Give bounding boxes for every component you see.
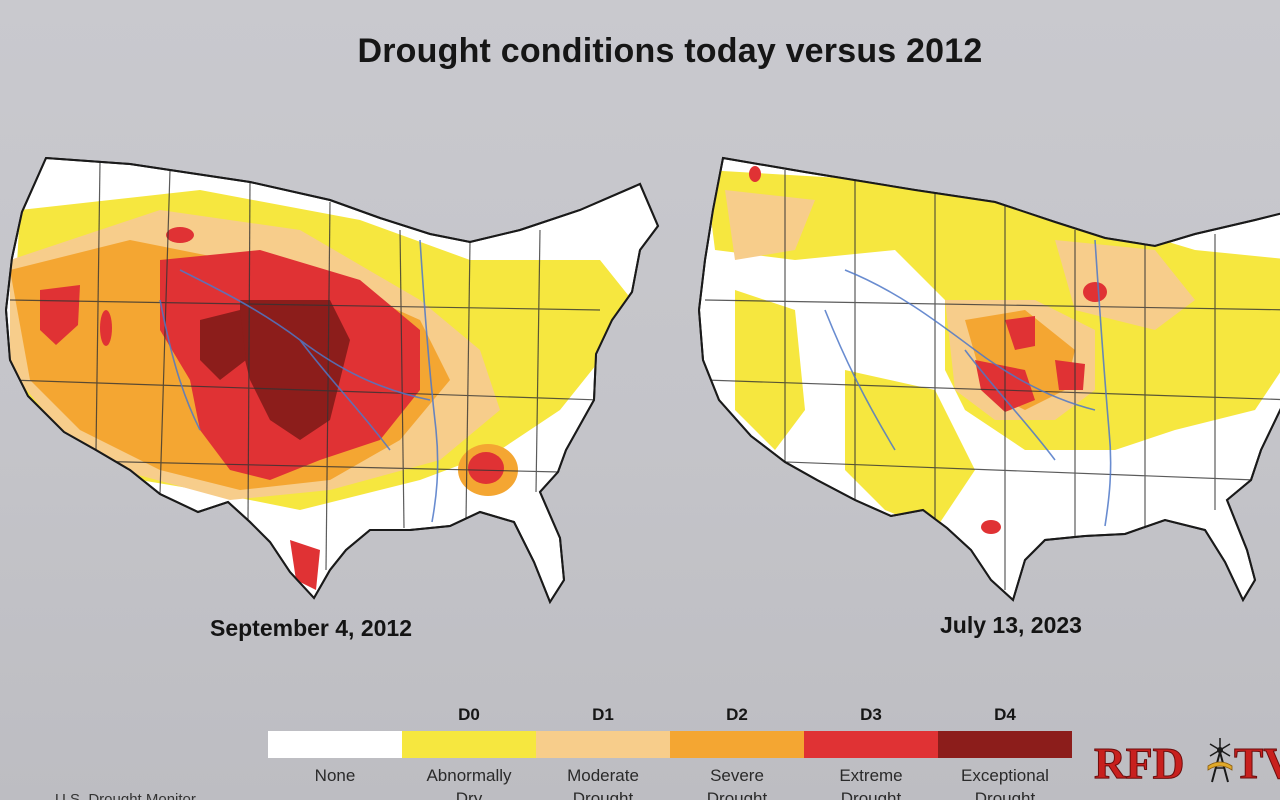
legend-label-d4: Exceptional Drought (938, 764, 1072, 800)
legend-label-d3-line1: Extreme (839, 766, 903, 785)
legend-label-d2-line1: Severe (710, 766, 764, 785)
legend-swatch-d2 (670, 731, 804, 758)
logo-text-left: RFD (1094, 739, 1184, 786)
legend-label-d1-line2: Drought (572, 789, 634, 800)
drought-map-2012 (4, 156, 660, 605)
source-note: U.S. Drought Monitor (55, 791, 196, 800)
legend-swatch-none (268, 731, 402, 758)
legend-code-d1: D1 (592, 705, 614, 724)
legend-swatch-d4 (938, 731, 1072, 758)
legend-label-d3: Extreme Drought (804, 764, 938, 800)
legend-label-none-line1: None (314, 766, 356, 785)
drought-map-2023 (697, 156, 1280, 603)
legend-swatch-d0 (402, 731, 536, 758)
rfdtv-logo: RFD TV (1094, 738, 1280, 786)
legend-label-d4-line2: Drought (974, 789, 1036, 800)
legend-label-d0: Abnormally Dry (402, 764, 536, 800)
map-caption-2012: September 4, 2012 (210, 615, 413, 641)
logo-text-right: TV (1234, 739, 1280, 786)
legend-swatch-d1 (536, 731, 670, 758)
drought-legend: D0 D1 D2 D3 D4 None Abnormally Dry Moder… (268, 700, 1074, 800)
legend-label-d2: Severe Drought (670, 764, 804, 800)
legend-label-d1-line1: Moderate (567, 766, 639, 785)
legend-code-d2: D2 (726, 705, 748, 724)
legend-label-d4-line1: Exceptional (961, 766, 1049, 785)
map-caption-2023: July 13, 2023 (940, 612, 1082, 638)
legend-label-d3-line2: Drought (840, 789, 902, 800)
windmill-icon (1207, 738, 1233, 783)
legend-label-d2-line2: Drought (706, 789, 768, 800)
legend-code-d4: D4 (994, 705, 1016, 724)
legend-label-d1: Moderate Drought (536, 764, 670, 800)
legend-label-none: None (268, 764, 402, 787)
legend-label-d0-line2: Dry (455, 789, 483, 800)
legend-label-d0-line1: Abnormally (426, 766, 512, 785)
legend-code-d3: D3 (860, 705, 882, 724)
legend-swatch-d3 (804, 731, 938, 758)
slide-title: Drought conditions today versus 2012 (357, 32, 983, 70)
legend-code-d0: D0 (458, 705, 480, 724)
